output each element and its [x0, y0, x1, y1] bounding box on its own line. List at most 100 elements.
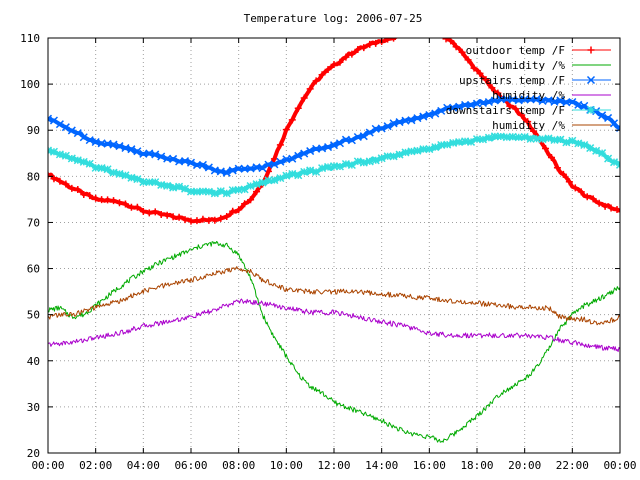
- series-point: [80, 191, 88, 199]
- series-point: [73, 129, 82, 138]
- series-point: [365, 128, 374, 137]
- series-point: [580, 140, 589, 149]
- series-point: [192, 161, 201, 170]
- series-point: [550, 97, 559, 106]
- series-point: [496, 95, 505, 104]
- series-point: [490, 132, 499, 141]
- series-point: [216, 167, 225, 176]
- series-point: [198, 160, 207, 169]
- series-point: [464, 56, 472, 64]
- series-point: [62, 180, 70, 188]
- series-point: [329, 162, 339, 171]
- series-point: [151, 178, 160, 187]
- series-point: [580, 101, 589, 110]
- series-point: [484, 133, 493, 142]
- y-tick-label: 40: [27, 355, 40, 368]
- series-point: [240, 185, 249, 194]
- series-point: [461, 100, 470, 109]
- series-point: [324, 162, 333, 171]
- series-point: [407, 116, 416, 125]
- series-line: [48, 298, 620, 353]
- series-point: [258, 178, 267, 187]
- series-point: [276, 174, 285, 183]
- series-point: [518, 111, 526, 119]
- legend-label: upstairs temp /F: [459, 74, 565, 87]
- series-point: [151, 150, 160, 159]
- series-point: [348, 50, 356, 58]
- series-point: [50, 175, 58, 183]
- series-point: [452, 43, 460, 51]
- series-point: [133, 147, 142, 156]
- series-point: [103, 165, 112, 174]
- series-point: [601, 202, 609, 210]
- series-point: [496, 132, 505, 141]
- series-point: [589, 195, 597, 203]
- series-point: [360, 44, 368, 52]
- series-point: [592, 146, 601, 155]
- series-point: [383, 152, 392, 161]
- series-point: [294, 151, 303, 160]
- series-point: [347, 160, 356, 170]
- series-point: [139, 178, 148, 187]
- series-point: [335, 139, 344, 148]
- series-point: [217, 214, 225, 222]
- series-point: [186, 187, 196, 196]
- series-point: [476, 69, 484, 77]
- series-point: [121, 171, 130, 180]
- series-point: [598, 111, 607, 120]
- series-point: [371, 156, 380, 165]
- series-point: [359, 132, 368, 141]
- series-point: [538, 135, 547, 144]
- x-tick-label: 22:00: [556, 459, 589, 472]
- series-point: [482, 76, 490, 84]
- series-point: [276, 141, 284, 149]
- series-point: [253, 188, 261, 196]
- series-point: [258, 164, 267, 173]
- series-point: [447, 38, 455, 45]
- x-tick-label: 02:00: [79, 459, 112, 472]
- series-point: [568, 97, 577, 107]
- series-point: [478, 135, 487, 144]
- series-point: [198, 187, 207, 196]
- grid: [48, 38, 620, 453]
- series-point: [68, 184, 76, 192]
- series-point: [401, 148, 410, 157]
- series-point: [169, 213, 177, 221]
- series-point: [377, 154, 386, 163]
- series-point: [186, 158, 196, 167]
- series-point: [524, 118, 532, 126]
- y-tick-label: 70: [27, 216, 40, 229]
- legend-label: humidity /%: [492, 59, 565, 72]
- series-1: [48, 38, 620, 225]
- series-point: [470, 64, 478, 72]
- series-point: [613, 205, 620, 213]
- series-point: [467, 137, 476, 146]
- series-point: [91, 137, 100, 147]
- series-point: [222, 168, 231, 177]
- series-point: [229, 207, 237, 215]
- series-point: [222, 189, 231, 198]
- series-point: [458, 48, 466, 56]
- series-point: [163, 211, 171, 219]
- series-point: [175, 182, 184, 191]
- series-point: [341, 159, 350, 169]
- series-point: [228, 186, 237, 195]
- series-point: [73, 156, 82, 165]
- x-tick-label: 00:00: [31, 459, 64, 472]
- series-point: [586, 144, 595, 153]
- series-point: [443, 103, 452, 112]
- series-point: [574, 139, 583, 148]
- series-point: [204, 187, 213, 196]
- series-point: [223, 212, 231, 220]
- series-point: [235, 206, 243, 214]
- series-point: [187, 217, 195, 225]
- series-point: [559, 170, 567, 178]
- x-tick-label: 06:00: [174, 459, 207, 472]
- series-point: [395, 150, 404, 159]
- legend-marker: [587, 46, 595, 54]
- series-point: [318, 71, 326, 79]
- series-point: [335, 162, 344, 171]
- y-tick-label: 90: [27, 124, 40, 137]
- series-point: [574, 100, 583, 109]
- series-point: [49, 116, 58, 125]
